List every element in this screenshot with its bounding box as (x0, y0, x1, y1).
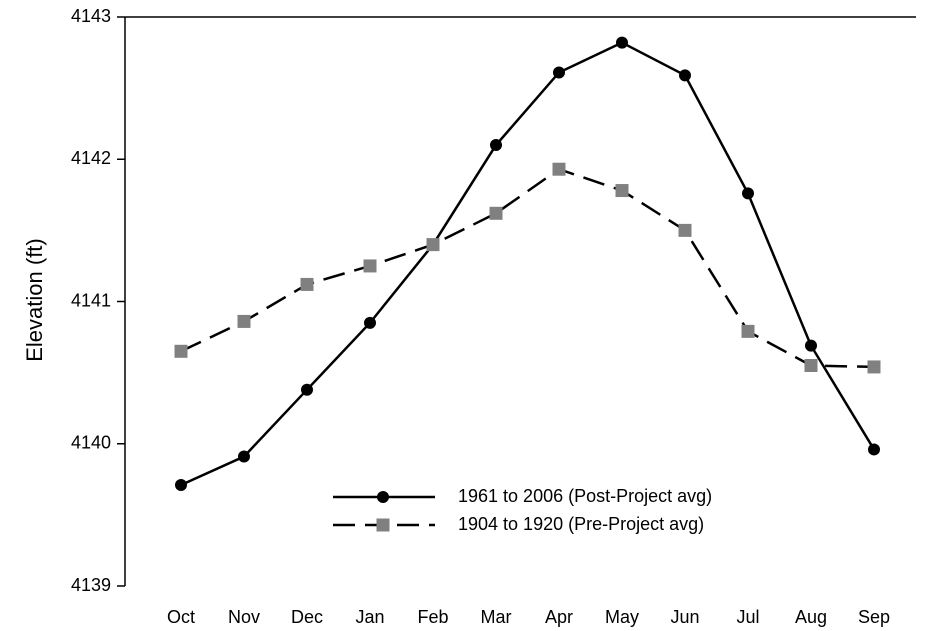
x-tick-label: Aug (795, 607, 827, 627)
legend-label: 1961 to 2006 (Post-Project avg) (458, 486, 712, 506)
data-point (805, 339, 817, 352)
data-point (300, 277, 314, 291)
x-tick-label: Dec (291, 607, 323, 627)
data-point (867, 360, 881, 374)
x-tick-label: Apr (545, 607, 573, 627)
x-tick-label: Mar (481, 607, 512, 627)
data-point (868, 443, 880, 456)
series-line (180, 41, 876, 487)
data-point (679, 69, 691, 82)
data-point (237, 314, 251, 328)
y-tick-label: 4143 (71, 6, 111, 26)
x-tick-label: May (605, 607, 639, 627)
data-point (615, 184, 629, 198)
y-tick-label: 4142 (71, 148, 111, 168)
legend-label: 1904 to 1920 (Pre-Project avg) (458, 514, 704, 534)
y-tick-label: 4140 (71, 433, 111, 453)
x-tick-label: Feb (417, 607, 448, 627)
data-point (490, 139, 502, 152)
y-axis-label: Elevation (ft) (22, 238, 47, 362)
x-tick-label: Jan (355, 607, 384, 627)
legend-marker (376, 518, 390, 532)
data-point (678, 223, 692, 237)
data-point (301, 383, 313, 396)
data-point (175, 479, 187, 492)
y-tick-label: 4141 (71, 290, 111, 310)
data-point (741, 324, 755, 338)
data-point (364, 316, 376, 329)
data-point (426, 238, 440, 252)
data-point (489, 206, 503, 220)
data-point (552, 162, 566, 176)
series-line (180, 167, 875, 369)
x-tick-label: Nov (228, 607, 260, 627)
data-point (616, 36, 628, 49)
x-tick-label: Jun (670, 607, 699, 627)
y-tick-label: 4139 (71, 575, 111, 595)
legend-marker (377, 491, 389, 503)
x-tick-label: Jul (736, 607, 759, 627)
x-tick-label: Sep (858, 607, 890, 627)
data-point (742, 187, 754, 200)
data-point (553, 66, 565, 79)
data-point (174, 344, 188, 358)
data-point (804, 359, 818, 373)
data-point (238, 450, 250, 463)
data-point (363, 259, 377, 273)
x-tick-label: Oct (167, 607, 195, 627)
